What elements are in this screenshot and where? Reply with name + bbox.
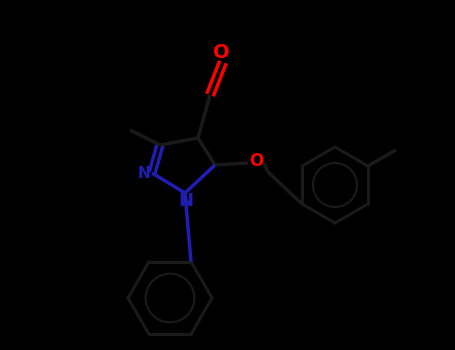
Text: O: O xyxy=(249,152,263,170)
Text: N: N xyxy=(137,166,150,181)
Text: N: N xyxy=(178,192,193,210)
Text: O: O xyxy=(212,42,229,62)
